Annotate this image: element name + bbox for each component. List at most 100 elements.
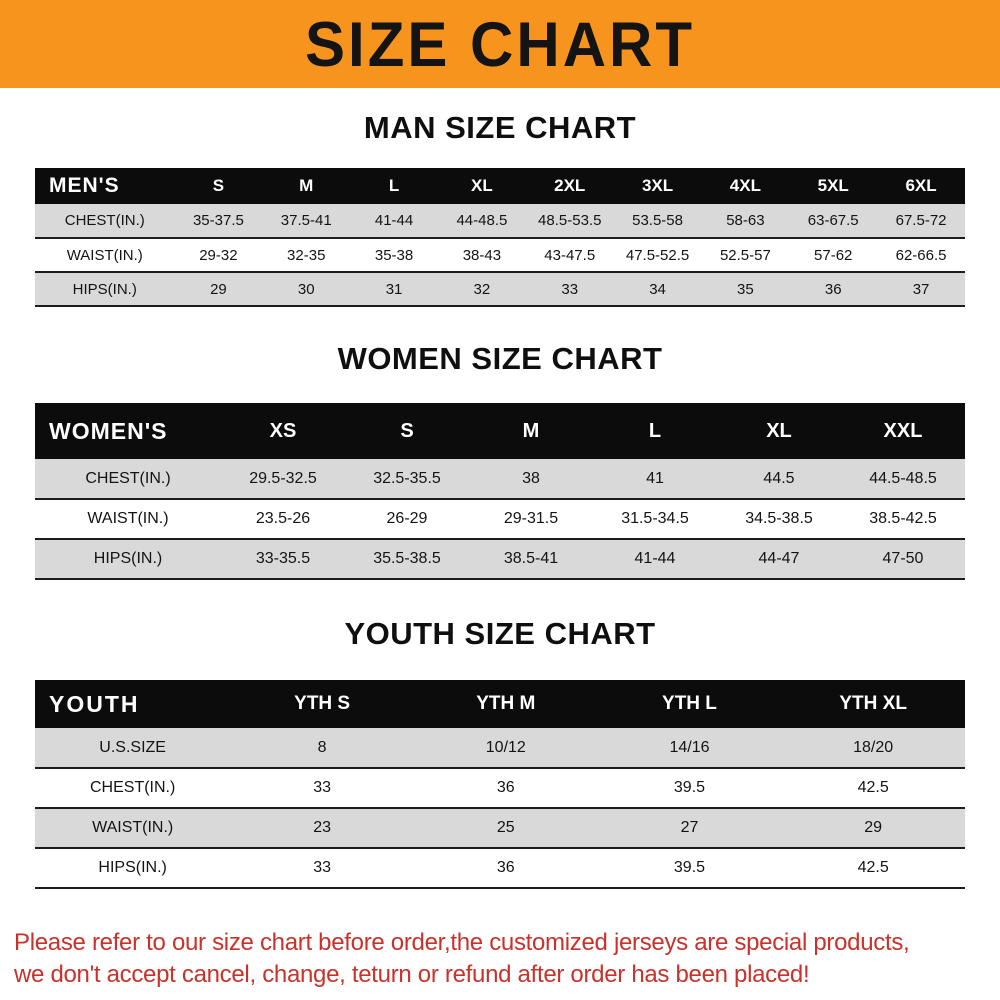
size-value-cell: 62-66.5 (895, 246, 947, 264)
size-value-cell: 30 (297, 280, 315, 298)
measurement-label: HIPS(IN.) (72, 280, 137, 298)
table-corner-label: MEN'S (49, 174, 120, 197)
size-column-header: YTH S (294, 693, 351, 714)
table-corner-label: YOUTH (49, 690, 140, 717)
disclaimer-line-1: Please refer to our size chart before or… (14, 929, 910, 956)
size-value-cell: 48.5-53.5 (538, 212, 602, 229)
size-value-cell: 42.5 (857, 779, 889, 796)
size-value-cell: 39.5 (673, 779, 706, 796)
disclaimer-line-2: we don't accept cancel, change, teturn o… (14, 961, 810, 989)
size-value-cell: 32 (473, 280, 491, 298)
size-column-header: L (388, 176, 400, 195)
size-value-cell: 31.5-34.5 (621, 510, 689, 527)
size-value-cell: 38 (522, 469, 540, 487)
table-header-row: WOMEN'S XS S M L XL XXL (35, 403, 965, 459)
size-value-cell: 43-47.5 (544, 246, 596, 264)
size-value-cell: 10/12 (485, 738, 526, 756)
size-value-cell: 38-43 (462, 246, 502, 264)
measurement-row: CHEST(IN.) 35-37.5 37.5-41 41-44 44-48.5 48.5… (35, 204, 965, 238)
size-column-header: S (212, 176, 225, 195)
size-value-cell: 26-29 (386, 510, 428, 527)
measurement-label: CHEST(IN.) (85, 469, 171, 487)
size-column-header: YTH M (476, 693, 536, 714)
measurement-label: WAIST(IN.) (87, 510, 169, 527)
size-value-cell: 36 (496, 779, 515, 796)
measurement-row: CHEST(IN.) 29.5-32.5 32.5-35.5 38 41 44.5 44.5… (35, 459, 965, 499)
measurement-label: U.S.SIZE (99, 738, 166, 756)
size-value-cell: 33 (313, 779, 332, 796)
size-column-header: XXL (883, 419, 923, 442)
size-column-header: 4XL (729, 176, 761, 195)
size-value-cell: 33 (313, 859, 332, 876)
size-value-cell: 44-47 (758, 550, 800, 567)
size-value-cell: 39.5 (673, 859, 706, 876)
measurement-label: HIPS(IN.) (93, 550, 163, 567)
men-size-section: MAN SIZE CHART MEN'S S M L XL 2XL 3XL 4XL 5XL 6XL… (0, 110, 1000, 307)
size-column-header: YTH XL (839, 693, 907, 714)
table-header-row: YOUTH YTH S YTH M YTH L YTH XL (35, 680, 965, 728)
size-value-cell: 8 (317, 738, 327, 756)
table-header-row: MEN'S S M L XL 2XL 3XL 4XL 5XL 6XL (35, 168, 965, 204)
size-value-cell: 29-31.5 (503, 510, 559, 527)
measurement-row: CHEST(IN.) 33 36 39.5 42.5 (35, 768, 965, 808)
youth-size-table: YOUTH YTH S YTH M YTH L YTH XL U.S.SIZE 8 10/12… (35, 680, 965, 889)
page-title: SIZE CHART (305, 8, 695, 80)
size-value-cell: 33-35.5 (255, 550, 311, 567)
size-value-cell: 32-35 (287, 246, 326, 264)
table-corner-label: WOMEN'S (49, 417, 168, 444)
women-size-section: WOMEN SIZE CHART WOMEN'S XS S M L XL XXL CHEST(… (0, 341, 1000, 580)
size-column-header: XL (471, 176, 493, 195)
size-column-header: L (648, 419, 662, 442)
size-value-cell: 47-50 (882, 550, 924, 567)
measurement-row: HIPS(IN.) 33-35.5 35.5-38.5 38.5-41 41-44 44-… (35, 539, 965, 579)
size-value-cell: 23.5-26 (255, 510, 311, 527)
size-column-header: XS (269, 419, 297, 442)
size-value-cell: 34.5-38.5 (745, 510, 813, 527)
size-value-cell: 44-48.5 (456, 212, 508, 229)
size-column-header: M (299, 176, 314, 195)
size-value-cell: 58-63 (726, 212, 765, 229)
size-value-cell: 35.5-38.5 (373, 550, 441, 567)
size-value-cell: 27 (680, 819, 699, 836)
size-column-header: YTH L (662, 693, 717, 714)
men-section-heading: MAN SIZE CHART (363, 110, 637, 145)
size-column-header: 3XL (641, 176, 674, 195)
measurement-label: CHEST(IN.) (89, 779, 176, 796)
size-value-cell: 23 (313, 819, 332, 836)
size-value-cell: 29-32 (199, 246, 238, 264)
measurement-label: CHEST(IN.) (64, 212, 145, 229)
men-size-table: MEN'S S M L XL 2XL 3XL 4XL 5XL 6XL CHEST(IN.) 35-37… (35, 168, 965, 307)
size-value-cell: 29.5-32.5 (249, 469, 317, 487)
women-size-table: WOMEN'S XS S M L XL XXL CHEST(IN.) 29.5-32.5 32.5… (35, 403, 965, 580)
size-value-cell: 18/20 (853, 738, 894, 756)
size-value-cell: 41 (646, 469, 664, 487)
size-value-cell: 36 (496, 859, 515, 876)
size-value-cell: 44.5 (763, 469, 795, 487)
size-value-cell: 41-44 (374, 212, 414, 229)
measurement-label: WAIST(IN.) (66, 246, 143, 264)
measurement-row: U.S.SIZE 8 10/12 14/16 18/20 (35, 728, 965, 768)
size-value-cell: 37 (912, 280, 930, 298)
size-value-cell: 38.5-42.5 (869, 510, 937, 527)
size-value-cell: 53.5-58 (632, 212, 683, 229)
measurement-row: WAIST(IN.) 23 25 27 29 (35, 808, 965, 848)
measurement-row: WAIST(IN.) 23.5-26 26-29 29-31.5 31.5-34.5 34… (35, 499, 965, 539)
women-section-heading: WOMEN SIZE CHART (337, 341, 663, 376)
size-column-header: 2XL (554, 176, 586, 195)
size-column-header: M (522, 419, 540, 442)
size-value-cell: 25 (496, 819, 515, 836)
size-column-header: 5XL (817, 176, 849, 195)
measurement-row: HIPS(IN.) 29 30 31 32 33 34 35 36 37 (35, 272, 965, 306)
size-value-cell: 38.5-41 (503, 550, 559, 567)
size-value-cell: 32.5-35.5 (373, 469, 441, 487)
size-value-cell: 57-62 (814, 246, 853, 264)
size-value-cell: 44.5-48.5 (869, 469, 937, 487)
size-value-cell: 42.5 (857, 859, 889, 876)
size-value-cell: 67.5-72 (895, 212, 947, 229)
measurement-label: WAIST(IN.) (92, 819, 174, 836)
size-value-cell: 63-67.5 (807, 212, 859, 229)
size-value-cell: 36 (824, 280, 842, 298)
size-value-cell: 47.5-52.5 (625, 246, 690, 264)
size-column-header: S (400, 419, 414, 442)
measurement-label: HIPS(IN.) (98, 859, 167, 876)
